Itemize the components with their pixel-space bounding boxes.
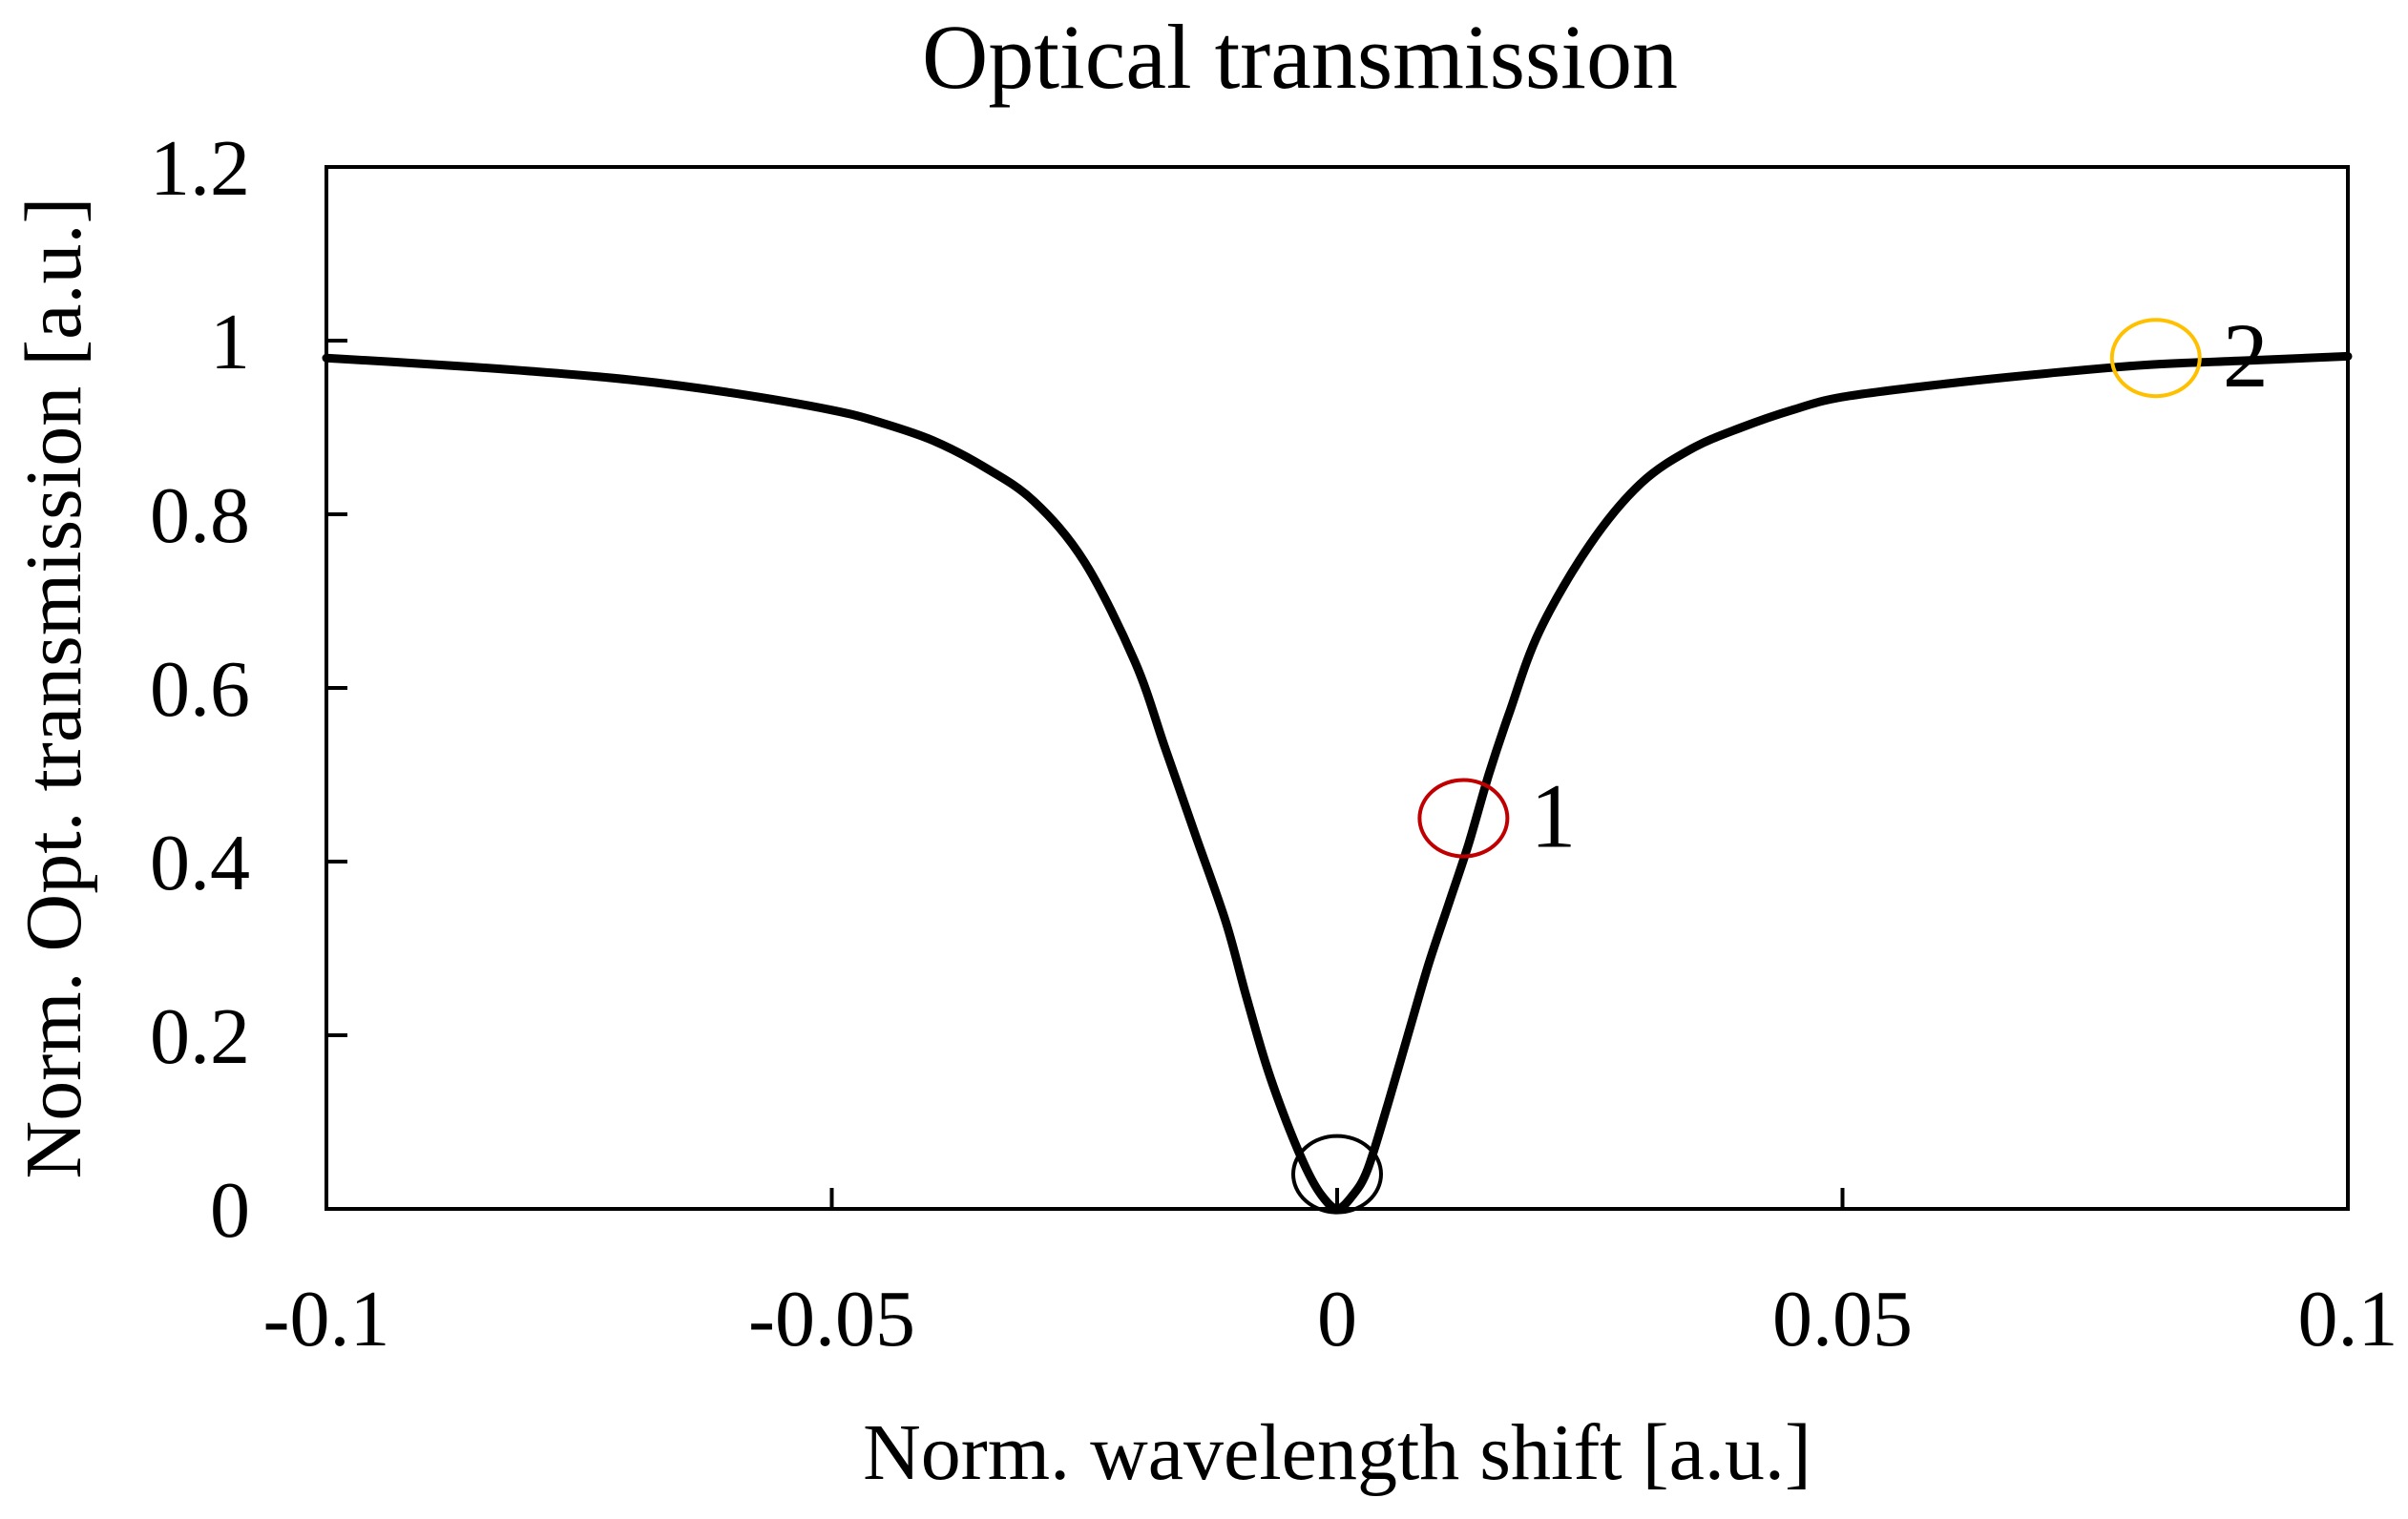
y-tick-label: 1.2 [150, 124, 250, 213]
y-tick-label: 0.8 [150, 471, 250, 560]
y-tick-label: 0.2 [150, 992, 250, 1081]
x-tick-label: 0 [1317, 1275, 1357, 1363]
x-axis: -0.1 -0.05 0 0.05 0.1 [263, 1188, 2398, 1363]
series-line-transmission [322, 351, 2353, 1214]
series-layer [322, 351, 2353, 1214]
annotation-label: 2 [2223, 304, 2269, 406]
y-tick-label: 0 [210, 1166, 250, 1255]
x-tick-label: 0.1 [2298, 1275, 2398, 1363]
x-tick-label: -0.05 [748, 1275, 915, 1363]
y-axis-label: Norm. Opt. transmission [a.u.] [10, 198, 98, 1179]
annotation-circle [2109, 318, 2202, 399]
y-tick-label: 0.4 [150, 819, 250, 907]
annotation-label: 1 [1530, 765, 1576, 867]
annotation-circle [1291, 1134, 1383, 1215]
x-tick-label: 0.05 [1772, 1275, 1913, 1363]
x-tick-label: -0.1 [263, 1275, 390, 1363]
y-tick-label: 0.6 [150, 645, 250, 734]
chart-title: Optical transmission [922, 6, 1678, 108]
y-tick-label: 1 [210, 298, 250, 386]
y-axis: 0 0.2 0.4 0.6 0.8 1 1.2 [150, 124, 347, 1255]
annotation-circle [1417, 778, 1510, 859]
plot-frame [325, 165, 2350, 1211]
annotation-layer: 12 [1291, 304, 2269, 1215]
x-axis-label: Norm. wavelength shift [a.u.] [863, 1408, 1811, 1497]
